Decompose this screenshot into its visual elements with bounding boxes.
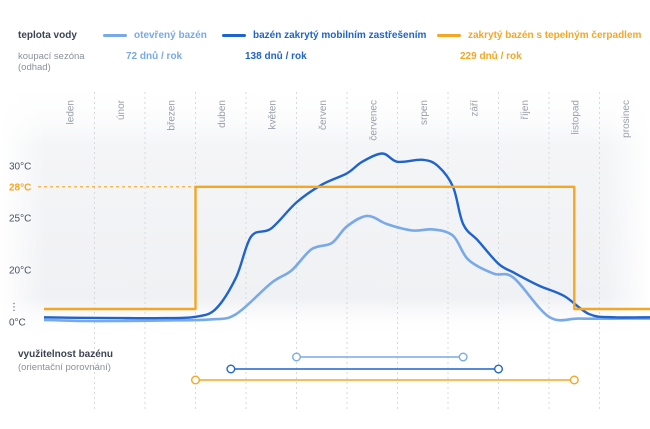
legend-swatch: [103, 34, 127, 37]
month-label: listopad: [570, 100, 581, 134]
legend-swatch: [222, 34, 246, 37]
month-label: červenec: [368, 100, 379, 141]
usage-subtitle: (orientační porovnání): [18, 362, 111, 373]
month-label: únor: [116, 99, 127, 120]
y-tick-label: 0°C: [9, 318, 26, 329]
legend-label: bazén zakrytý mobilním zastřešením: [253, 30, 427, 41]
month-label: září: [469, 100, 480, 117]
season-value-mobile-roof-pool: 138 dnů / rok: [245, 51, 307, 62]
month-label: duben: [217, 100, 228, 128]
usage-end-dot: [458, 352, 468, 362]
y-tick-label: ⋮: [9, 302, 19, 313]
usage-range-open-pool: [292, 352, 468, 362]
legend-item-mobile-roof-pool: bazén zakrytý mobilním zastřešením: [222, 30, 426, 41]
usage-start-dot: [292, 352, 302, 362]
season-label-line1: koupací sezóna: [18, 51, 85, 62]
month-label: leden: [65, 100, 76, 124]
season-value-heat-pump-pool: 229 dnů / rok: [460, 51, 522, 62]
season-label: koupací sezóna (odhad): [18, 51, 108, 73]
usage-title: využitelnost bazénu: [18, 349, 114, 360]
usage-range-mobile-roof-pool: [226, 364, 504, 374]
usage-end-dot: [494, 364, 504, 374]
series-line-open-pool: [43, 214, 650, 323]
month-label: říjen: [520, 100, 531, 119]
legend-label: otevřený bazén: [134, 30, 207, 41]
series-line-heat-pump-pool: [44, 185, 650, 311]
usage-start-dot: [226, 364, 236, 374]
legend-item-open-pool: otevřený bazén: [103, 30, 207, 41]
usage-start-dot: [190, 375, 200, 385]
season-value-open-pool: 72 dnů / rok: [126, 51, 183, 62]
plot-background-fade: [0, 82, 650, 337]
season-label-line2: (odhad): [18, 62, 51, 73]
month-label: srpen: [419, 100, 430, 125]
y-tick-label: 25°C: [9, 214, 31, 225]
legend-label: zakrytý bazén s tepelným čerpadlem: [468, 30, 642, 41]
usage-end-dot: [569, 375, 579, 385]
y-tick-label: 30°C: [9, 162, 31, 173]
legend-swatch: [437, 34, 461, 37]
y-tick-label: 20°C: [9, 266, 31, 277]
legend-item-heat-pump-pool: zakrytý bazén s tepelným čerpadlem: [437, 30, 641, 41]
month-label: prosinec: [621, 100, 632, 138]
month-label: květen: [267, 100, 278, 129]
month-label: březen: [166, 100, 177, 131]
legend-header: teplota vody: [18, 30, 77, 41]
y-tick-label: 28°C: [9, 182, 31, 193]
usage-range-heat-pump-pool: [190, 375, 579, 385]
series-line-mobile-roof-pool: [43, 152, 650, 320]
month-label: červen: [318, 100, 329, 130]
